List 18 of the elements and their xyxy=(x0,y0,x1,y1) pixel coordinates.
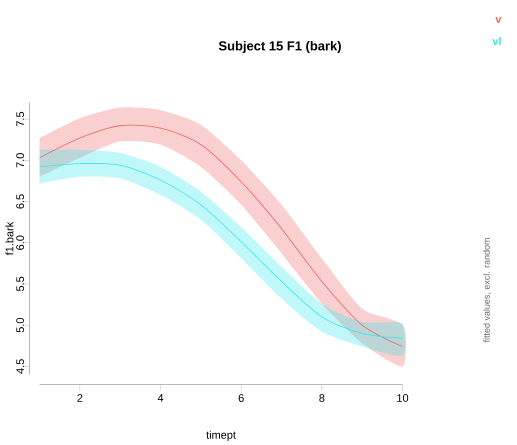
x-tick-label: 10 xyxy=(397,394,408,402)
y-tick-label: 7.0 xyxy=(16,153,24,168)
x-axis-title: timept xyxy=(206,430,236,441)
x-tick-label: 6 xyxy=(238,394,244,402)
y-tick-label: 5.0 xyxy=(16,318,24,332)
y-tick-label: 6.0 xyxy=(16,236,24,250)
text: v xyxy=(495,17,502,23)
chart-title: Subject 15 F1 (bark) xyxy=(218,40,341,54)
y-tick-label: 4.5 xyxy=(16,359,24,374)
y-tick-label: 5.5 xyxy=(16,276,24,292)
text: vl xyxy=(492,37,501,45)
x-tick-label: 2 xyxy=(77,394,82,402)
x-tick-label: 4 xyxy=(158,394,164,402)
text: fitted values, excl. random xyxy=(483,238,491,342)
x-tick-label: 8 xyxy=(319,394,324,402)
y-tick-label: 7.5 xyxy=(16,112,24,126)
y-axis-title: f1.bark xyxy=(5,222,14,256)
y-tick-label: 6.5 xyxy=(16,194,24,209)
